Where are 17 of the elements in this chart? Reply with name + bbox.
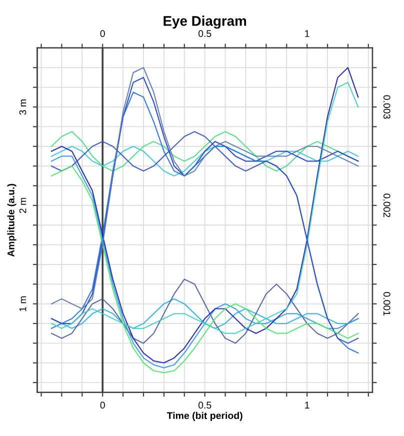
- y-tick-label: 2 m: [19, 198, 26, 214]
- line-series: [50, 131, 359, 344]
- y2-tick-label: 0.003: [383, 95, 390, 119]
- line-series: [50, 278, 359, 344]
- x2-tick-label: 0.5: [198, 30, 212, 38]
- y-tick-label: 1 m: [19, 296, 26, 312]
- x2-tick-label: 1: [305, 30, 310, 37]
- x-tick-label: 1: [305, 402, 310, 408]
- y2-tick-label: 0.002: [383, 194, 390, 218]
- x-tick-label: 0: [100, 402, 105, 409]
- y-axis-title: Amplitude (a.u.): [7, 184, 16, 257]
- y-tick-label: 3 m: [19, 100, 26, 115]
- y2-tick-label: 0.001: [383, 292, 390, 316]
- x2-tick-label: 0: [100, 30, 105, 38]
- x-axis-title: Time (bit period): [166, 412, 242, 421]
- chart-title: Eye Diagram: [164, 16, 246, 29]
- x-tick-label: 0.5: [198, 402, 212, 409]
